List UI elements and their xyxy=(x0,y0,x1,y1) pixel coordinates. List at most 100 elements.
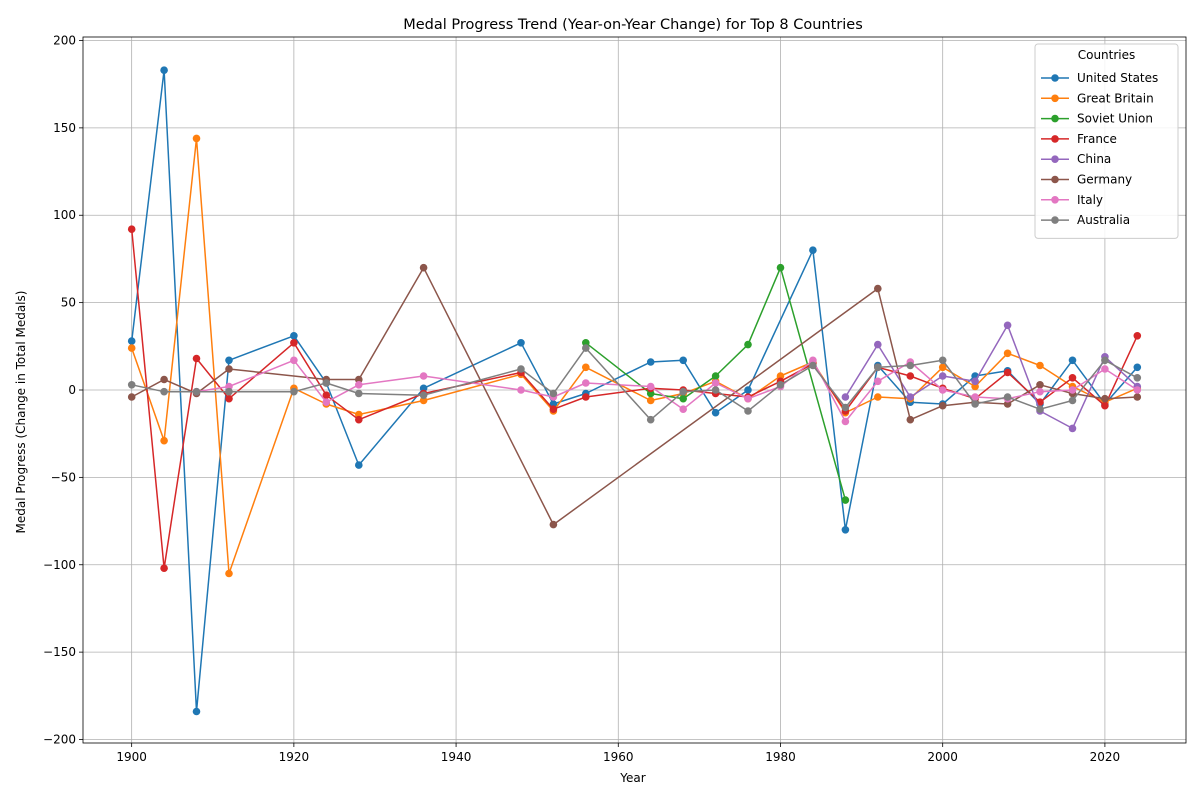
data-point-united-states xyxy=(355,461,363,469)
x-tick-label: 1900 xyxy=(116,750,147,764)
data-point-australia xyxy=(776,381,785,389)
data-point-italy xyxy=(711,379,720,387)
y-tick-label: −100 xyxy=(43,558,76,572)
data-point-united-states xyxy=(517,339,525,347)
y-tick-label: −200 xyxy=(43,733,76,747)
data-point-united-states xyxy=(646,358,655,366)
data-point-germany xyxy=(1036,381,1044,389)
data-point-italy xyxy=(809,356,817,365)
legend-label-australia: Australia xyxy=(1077,213,1130,227)
data-point-italy xyxy=(225,382,233,391)
legend-item-china: China xyxy=(1041,152,1111,166)
y-tick-label: −150 xyxy=(43,645,76,659)
data-point-australia xyxy=(160,387,168,396)
data-point-germany xyxy=(225,365,233,373)
data-point-australia xyxy=(809,361,817,370)
data-point-australia xyxy=(971,400,979,408)
data-point-germany xyxy=(906,415,915,424)
data-point-great-britain xyxy=(874,393,882,401)
data-point-germany xyxy=(355,375,363,384)
data-point-great-britain xyxy=(646,396,655,405)
data-point-france xyxy=(1003,368,1012,377)
data-point-united-states xyxy=(127,337,136,345)
data-point-australia xyxy=(192,387,201,396)
legend-item-soviet-union: Soviet Union xyxy=(1041,112,1153,126)
data-point-italy xyxy=(355,381,363,389)
data-point-germany xyxy=(938,401,947,410)
data-point-soviet-union xyxy=(744,340,752,349)
data-point-australia xyxy=(1036,405,1044,414)
data-point-australia xyxy=(744,407,752,415)
data-point-united-states xyxy=(192,707,201,716)
data-point-great-britain xyxy=(192,134,201,143)
data-point-germany xyxy=(1101,394,1109,403)
legend-label-soviet-union: Soviet Union xyxy=(1077,112,1153,126)
legend-marker-germany xyxy=(1051,175,1059,184)
legend-marker-soviet-union xyxy=(1051,114,1059,123)
data-point-australia xyxy=(1003,393,1012,401)
data-point-italy xyxy=(874,377,882,386)
x-axis-label: Year xyxy=(619,771,645,785)
data-point-italy xyxy=(841,417,850,426)
legend-item-united-states: United States xyxy=(1041,71,1158,85)
data-point-china xyxy=(1003,321,1012,330)
legend-marker-italy xyxy=(1051,196,1059,204)
data-point-australia xyxy=(225,387,233,396)
data-point-australia xyxy=(517,365,525,373)
data-point-italy xyxy=(1036,387,1044,396)
y-tick-label: 50 xyxy=(61,296,76,310)
data-point-australia xyxy=(1133,374,1142,382)
x-tick-label: 2020 xyxy=(1090,750,1121,764)
data-point-united-states xyxy=(1133,363,1142,372)
data-point-germany xyxy=(1003,400,1012,408)
legend-label-great-britain: Great Britain xyxy=(1077,91,1154,105)
data-point-australia xyxy=(322,379,331,387)
x-tick-label: 2000 xyxy=(927,750,958,764)
data-point-australia xyxy=(582,344,590,352)
data-point-soviet-union xyxy=(776,263,785,272)
data-point-france xyxy=(290,339,298,347)
data-point-united-states xyxy=(549,400,558,408)
data-point-great-britain xyxy=(127,344,136,352)
data-point-australia xyxy=(906,361,915,370)
data-point-italy xyxy=(290,356,298,365)
legend-item-italy: Italy xyxy=(1041,193,1103,207)
data-point-france xyxy=(1133,332,1142,340)
data-point-great-britain xyxy=(971,382,979,391)
data-point-soviet-union xyxy=(711,372,720,380)
data-point-great-britain xyxy=(355,410,363,419)
y-axis-label: Medal Progress (Change in Total Medals) xyxy=(14,291,28,534)
data-point-italy xyxy=(582,379,590,387)
data-point-france xyxy=(1101,401,1109,410)
data-point-united-states xyxy=(290,332,298,340)
data-point-soviet-union xyxy=(841,496,850,504)
data-point-china xyxy=(1068,424,1077,433)
data-point-italy xyxy=(1133,386,1142,394)
data-point-italy xyxy=(679,405,687,414)
data-point-italy xyxy=(1101,365,1109,373)
data-point-australia xyxy=(841,403,850,412)
data-point-france xyxy=(192,354,201,363)
data-point-france xyxy=(355,415,363,424)
data-point-united-states xyxy=(160,66,168,74)
data-point-china xyxy=(874,340,882,349)
legend-title: Countries xyxy=(1078,48,1136,62)
data-point-france xyxy=(582,393,590,401)
data-point-australia xyxy=(874,363,882,372)
data-point-france xyxy=(1068,374,1077,382)
data-point-germany xyxy=(160,375,168,384)
data-point-france xyxy=(160,564,168,572)
data-point-australia xyxy=(938,356,947,365)
legend-marker-australia xyxy=(1051,216,1059,224)
data-point-italy xyxy=(646,382,655,391)
legend-marker-france xyxy=(1051,135,1059,143)
data-point-australia xyxy=(1068,396,1077,405)
y-tick-label: −50 xyxy=(51,470,76,484)
data-point-great-britain xyxy=(160,436,168,445)
data-point-italy xyxy=(517,386,525,394)
legend-marker-united-states xyxy=(1051,74,1059,82)
chart-title: Medal Progress Trend (Year-on-Year Chang… xyxy=(403,17,863,33)
x-tick-label: 1960 xyxy=(603,750,634,764)
